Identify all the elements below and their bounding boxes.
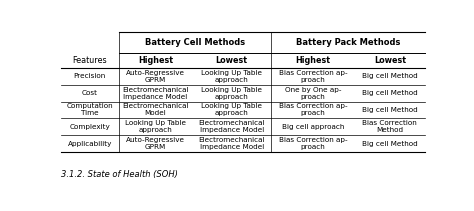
Text: Lowest: Lowest <box>216 56 248 65</box>
Text: Highest: Highest <box>295 56 330 65</box>
Text: Big cell approach: Big cell approach <box>282 124 344 130</box>
Text: Applicability: Applicability <box>68 141 112 147</box>
Text: Bias Correction ap-
proach: Bias Correction ap- proach <box>279 137 347 150</box>
Text: Auto-Regressive
GPRM: Auto-Regressive GPRM <box>126 70 185 83</box>
Text: Computation
Time: Computation Time <box>66 103 113 116</box>
Text: One by One ap-
proach: One by One ap- proach <box>284 87 341 100</box>
Text: Cost: Cost <box>82 90 98 96</box>
Text: Big cell Method: Big cell Method <box>362 73 418 79</box>
Text: Bias Correction ap-
proach: Bias Correction ap- proach <box>279 70 347 83</box>
Text: Bias Correction ap-
proach: Bias Correction ap- proach <box>279 103 347 116</box>
Text: Battery Cell Methods: Battery Cell Methods <box>145 38 245 47</box>
Text: 3.1.2. State of Health (SOH): 3.1.2. State of Health (SOH) <box>61 170 178 179</box>
Text: Electromechanical
Impedance Model: Electromechanical Impedance Model <box>122 87 189 100</box>
Text: Complexity: Complexity <box>69 124 110 130</box>
Text: Big cell Method: Big cell Method <box>362 107 418 113</box>
Text: Lowest: Lowest <box>374 56 406 65</box>
Text: Big cell Method: Big cell Method <box>362 90 418 96</box>
Text: Precision: Precision <box>73 73 106 79</box>
Text: Highest: Highest <box>138 56 173 65</box>
Text: Auto-Regressive
GPRM: Auto-Regressive GPRM <box>126 137 185 150</box>
Text: Looking Up Table
approach: Looking Up Table approach <box>201 103 262 116</box>
Text: Looking Up Table
approach: Looking Up Table approach <box>201 87 262 100</box>
Text: Big cell Method: Big cell Method <box>362 141 418 147</box>
Text: Looking Up Table
approach: Looking Up Table approach <box>125 120 186 133</box>
Text: Electromechanical
Impedance Model: Electromechanical Impedance Model <box>199 137 265 150</box>
Text: Features: Features <box>73 56 107 65</box>
Text: Battery Pack Methods: Battery Pack Methods <box>296 38 400 47</box>
Text: Electromechanical
Impedance Model: Electromechanical Impedance Model <box>199 120 265 133</box>
Text: Electromechanical
Model: Electromechanical Model <box>122 103 189 116</box>
Text: Bias Correction
Method: Bias Correction Method <box>363 120 417 133</box>
Text: Looking Up Table
approach: Looking Up Table approach <box>201 70 262 83</box>
